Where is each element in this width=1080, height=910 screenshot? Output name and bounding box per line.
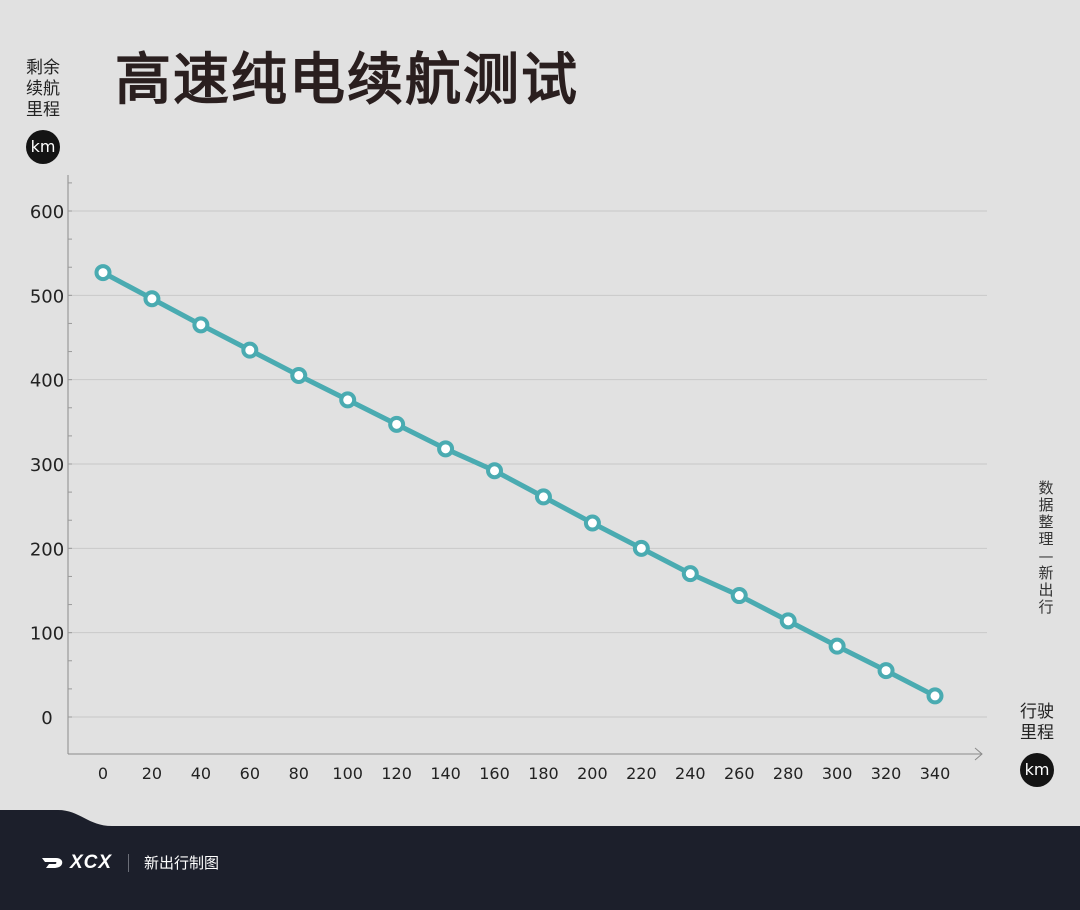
data-point	[534, 488, 552, 506]
x-tick-label: 80	[289, 764, 309, 783]
x-tick-label: 260	[724, 764, 755, 783]
x-tick-label: 120	[381, 764, 412, 783]
x-tick-label: 200	[577, 764, 608, 783]
y-tick-label: 500	[30, 286, 64, 307]
data-point	[486, 462, 504, 480]
x-axis-arrow	[974, 747, 983, 761]
x-unit-badge: km	[1020, 753, 1054, 787]
data-point	[583, 514, 601, 532]
x-tick-label: 40	[191, 764, 211, 783]
y-tick-label: 300	[30, 455, 64, 476]
data-point	[290, 366, 308, 384]
x-tick-label: 0	[98, 764, 108, 783]
x-tick-label: 300	[822, 764, 853, 783]
y-tick-label: 0	[41, 708, 52, 729]
data-points	[94, 264, 944, 705]
gridlines	[68, 210, 987, 718]
y-tick-labels: 0 100 200 300 400 500 600	[30, 202, 64, 729]
x-tick-label: 140	[430, 764, 461, 783]
footer-bar	[0, 810, 1080, 910]
series-line	[100, 270, 938, 699]
series-line-path	[100, 270, 938, 699]
x-axis-label: 行驶 里程 km	[1015, 702, 1059, 787]
data-point	[730, 587, 748, 605]
y-tick-label: 400	[30, 371, 64, 392]
data-point	[94, 264, 112, 282]
x-tick-label: 160	[479, 764, 510, 783]
data-point	[828, 637, 846, 655]
x-tick-label: 240	[675, 764, 706, 783]
x-tick-label: 320	[871, 764, 902, 783]
y-tick-label: 100	[30, 624, 64, 645]
y-tick-label: 600	[30, 202, 64, 223]
y-minor-ticks	[68, 182, 72, 718]
y-tick-label: 200	[30, 539, 64, 560]
y-axis-label-line: 里程	[26, 100, 60, 120]
data-point	[192, 316, 210, 334]
axes	[67, 175, 983, 761]
x-tick-label: 20	[142, 764, 162, 783]
x-tick-label: 60	[240, 764, 260, 783]
chart-title: 高速纯电续航测试	[115, 48, 579, 113]
data-point	[388, 415, 406, 433]
data-point	[681, 565, 699, 583]
data-point	[632, 539, 650, 557]
x-axis-label-line: 行驶	[1020, 702, 1054, 722]
x-axis-label-line: 里程	[1020, 723, 1054, 743]
x-tick-label: 180	[528, 764, 559, 783]
y-axis-label: 剩余 续航 里程 km	[23, 58, 63, 164]
x-tick-label: 100	[332, 764, 363, 783]
x-tick-label: 220	[626, 764, 657, 783]
x-tick-label: 280	[773, 764, 804, 783]
data-point	[339, 391, 357, 409]
data-point	[143, 290, 161, 308]
data-point	[926, 687, 944, 705]
y-unit-badge: km	[26, 130, 60, 164]
data-source-note: 数据整理—新出行	[1038, 479, 1054, 616]
data-point	[877, 662, 895, 680]
data-point	[779, 612, 797, 630]
x-tick-label: 340	[920, 764, 951, 783]
y-axis-label-line: 剩余	[26, 58, 60, 78]
y-axis-label-line: 续航	[26, 79, 60, 99]
data-point	[241, 341, 259, 359]
data-point	[437, 440, 455, 458]
x-tick-labels: 0 20 40 60 80 100 120 140 160 180 200 220 240 260 280 3…	[98, 764, 950, 783]
